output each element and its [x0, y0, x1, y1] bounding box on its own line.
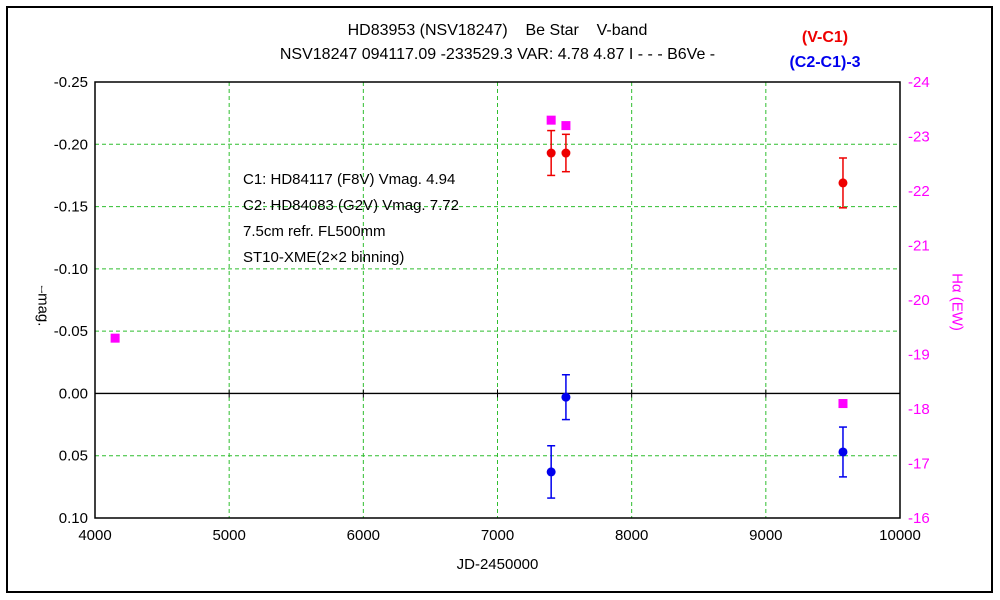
chart-legend: (V-C1) (C2-C1)-3 — [750, 25, 900, 75]
annotation-line-c2: C2: HD84083 (G2V) Vmag. 7.72 — [243, 197, 459, 214]
y-right-tick-label: -17 — [908, 456, 930, 473]
data-point-halpha-ew — [561, 121, 571, 131]
y-left-tick-label: 0.10 — [59, 510, 88, 527]
chart-subtitle: NSV18247 094117.09 -233529.3 VAR: 4.78 4… — [279, 46, 716, 63]
right-axis-title: Hα (EW) — [948, 273, 966, 331]
data-point-c2-c1-3 — [546, 467, 556, 477]
data-point-v-c1 — [561, 148, 571, 158]
y-left-tick-label: 0.05 — [59, 448, 88, 465]
y-left-tick-label: -0.15 — [54, 199, 88, 216]
x-axis-title: JD-2450000 — [456, 556, 539, 573]
data-point-c2-c1-3 — [561, 392, 571, 402]
y-left-tick-label: -0.25 — [54, 74, 88, 91]
annotation-line-telescope: 7.5cm refr. FL500mm — [243, 223, 386, 240]
x-tick-label: 9000 — [749, 527, 782, 544]
data-point-c2-c1-3 — [838, 447, 848, 457]
data-point-v-c1 — [546, 148, 556, 158]
y-right-tick-label: -19 — [908, 347, 930, 364]
data-point-halpha-ew — [838, 399, 848, 409]
x-tick-label: 7000 — [481, 527, 514, 544]
y-right-tick-label: -20 — [908, 292, 930, 309]
x-tick-label: 4000 — [78, 527, 111, 544]
legend-item-v-c1: (V-C1) — [801, 29, 849, 46]
data-point-v-c1 — [838, 178, 848, 188]
data-point-halpha-ew — [546, 115, 556, 125]
y-left-tick-label: -0.20 — [54, 136, 88, 153]
y-right-tick-label: -21 — [908, 238, 930, 255]
annotation-block: C1: HD84117 (F8V) Vmag. 4.94 C2: HD84083… — [243, 167, 459, 271]
legend-item-c2-c1-3: (C2-C1)-3 — [789, 54, 861, 71]
x-tick-label: 6000 — [347, 527, 380, 544]
y-right-tick-label: -16 — [908, 510, 930, 527]
data-point-halpha-ew — [110, 333, 120, 343]
plot-frame — [94, 81, 901, 519]
y-right-tick-label: -23 — [908, 129, 930, 146]
annotation-line-camera: ST10-XME(2×2 binning) — [243, 249, 405, 266]
y-right-tick-label: -22 — [908, 183, 930, 200]
y-left-tick-label: -0.05 — [54, 323, 88, 340]
x-tick-label: 10000 — [879, 527, 921, 544]
x-tick-label: 5000 — [212, 527, 245, 544]
y-left-tick-label: 0.00 — [59, 385, 88, 402]
y-left-tick-label: -0.10 — [54, 261, 88, 278]
y-right-tick-label: -18 — [908, 401, 930, 418]
y-right-tick-label: -24 — [908, 74, 930, 91]
left-axis-title: ⧿mag. — [34, 285, 52, 327]
chart-title: HD83953 (NSV18247) Be Star V-band — [347, 22, 648, 39]
annotation-line-c1: C1: HD84117 (F8V) Vmag. 4.94 — [243, 171, 456, 188]
x-tick-label: 8000 — [615, 527, 648, 544]
